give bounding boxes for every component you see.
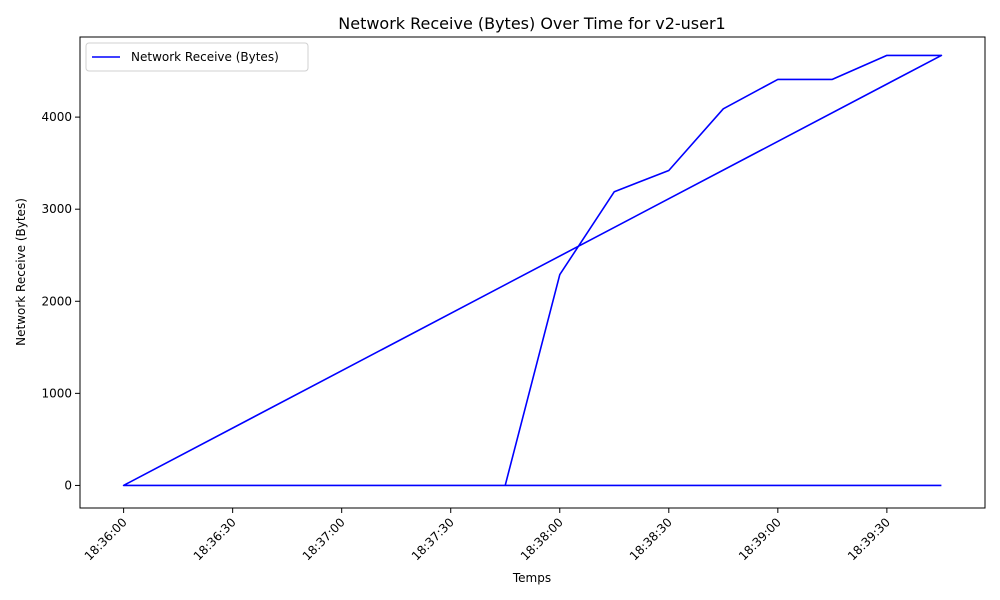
legend-entry: Network Receive (Bytes) [131, 50, 279, 64]
legend: Network Receive (Bytes) [85, 42, 309, 72]
y-tick-label: 2000 [41, 294, 72, 308]
y-tick-label: 1000 [41, 386, 72, 400]
x-axis-label: Temps [512, 571, 551, 585]
y-tick-label: 4000 [41, 110, 72, 124]
legend-box [85, 42, 309, 72]
series-layer [122, 54, 943, 487]
chart-title: Network Receive (Bytes) Over Time for v2… [338, 14, 725, 33]
y-axis-label: Network Receive (Bytes) [14, 198, 28, 346]
y-axis-ticks: 0 1000 2000 3000 4000 [41, 110, 80, 492]
y-tick-label: 3000 [41, 202, 72, 216]
series-line [122, 54, 943, 487]
y-tick-label: 0 [64, 478, 72, 492]
plot-area [79, 36, 986, 509]
